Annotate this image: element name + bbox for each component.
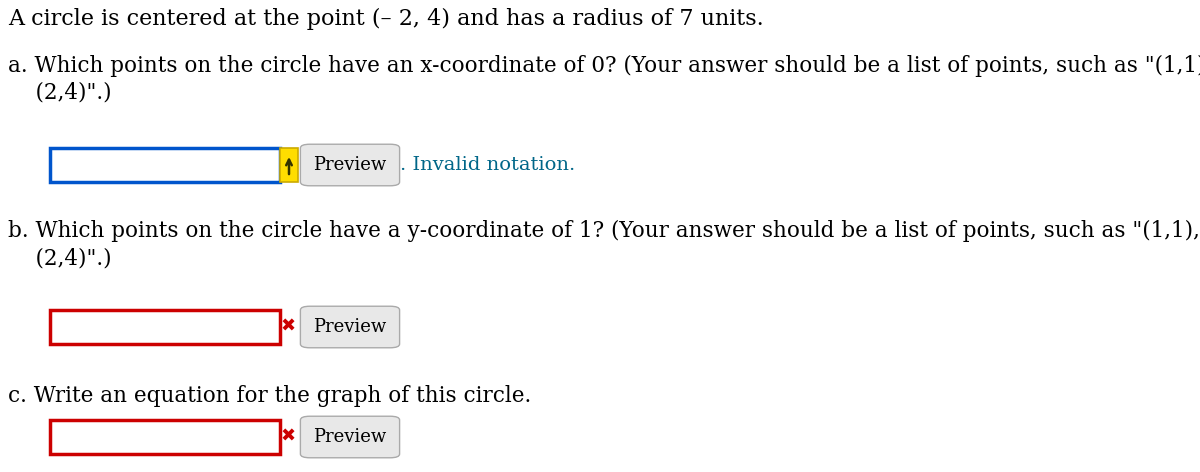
FancyBboxPatch shape (50, 310, 280, 344)
Text: (2,4)".): (2,4)".) (8, 247, 112, 269)
FancyBboxPatch shape (50, 420, 280, 454)
FancyBboxPatch shape (300, 416, 400, 458)
Text: A circle is centered at the point (– 2, 4) and has a radius of 7 units.: A circle is centered at the point (– 2, … (8, 8, 763, 30)
FancyBboxPatch shape (300, 144, 400, 186)
Text: (2,4)".): (2,4)".) (8, 82, 112, 104)
Text: ✖: ✖ (281, 318, 295, 336)
FancyBboxPatch shape (280, 148, 298, 182)
Text: Preview: Preview (313, 318, 386, 336)
Text: Preview: Preview (313, 428, 386, 446)
Text: Preview: Preview (313, 156, 386, 174)
Text: c. Write an equation for the graph of this circle.: c. Write an equation for the graph of th… (8, 385, 532, 407)
Text: b. Which points on the circle have a y-coordinate of 1? (Your answer should be a: b. Which points on the circle have a y-c… (8, 220, 1200, 242)
FancyBboxPatch shape (300, 306, 400, 348)
FancyBboxPatch shape (50, 148, 280, 182)
Text: . Invalid notation.: . Invalid notation. (400, 156, 575, 174)
Text: a. Which points on the circle have an x-coordinate of 0? (Your answer should be : a. Which points on the circle have an x-… (8, 55, 1200, 77)
Text: ✖: ✖ (281, 428, 295, 446)
